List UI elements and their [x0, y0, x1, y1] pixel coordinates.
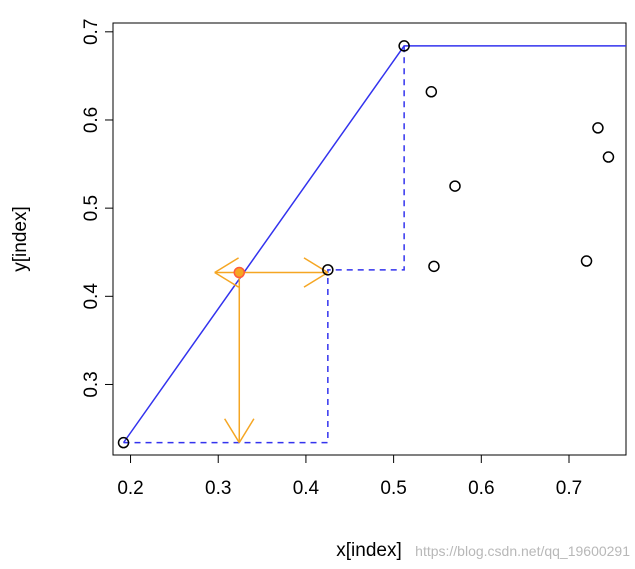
x-tick-label: 0.2	[117, 478, 143, 499]
data-point	[602, 151, 615, 163]
dashed-step-series	[123, 45, 405, 444]
x-axis-title: x[index]	[336, 540, 401, 561]
x-tick-label: 0.4	[293, 478, 320, 499]
data-point	[580, 255, 593, 267]
arrow-head	[238, 418, 255, 444]
highlight-point	[233, 266, 246, 279]
arrow-head	[303, 257, 329, 274]
watermark-text: https://blog.csdn.net/qq_19600291	[415, 543, 630, 559]
scatter-points	[117, 40, 615, 449]
solid-line	[122, 45, 626, 444]
x-tick-label: 0.5	[380, 478, 406, 499]
data-point	[449, 180, 461, 192]
y-tick-label: 0.5	[81, 195, 102, 221]
arrow	[239, 257, 329, 288]
arrow-head	[214, 271, 239, 288]
data-point	[592, 122, 604, 134]
x-tick-label: 0.6	[468, 478, 494, 499]
y-tick-label: 0.3	[81, 371, 102, 397]
y-tick-label: 0.7	[81, 19, 102, 45]
axis-ticks: 0.2 0.3 0.4 0.5 0.6 0.7 0.3 0.4 0.5 0.6 0.7	[81, 19, 582, 499]
x-tick-label: 0.7	[556, 478, 582, 499]
arrow-annotations	[214, 257, 329, 444]
plot-frame	[112, 22, 627, 456]
data-point	[322, 264, 334, 276]
y-axis-title: y[index]	[10, 206, 31, 271]
data-point	[398, 40, 410, 52]
arrow-head	[224, 418, 240, 444]
arrow-head	[303, 271, 329, 288]
arrow-head	[214, 257, 239, 274]
solid-line-series	[122, 45, 626, 444]
data-point	[428, 260, 440, 273]
data-point	[425, 86, 438, 98]
y-tick-label: 0.4	[81, 283, 102, 310]
x-tick-label: 0.3	[205, 478, 231, 499]
arrow	[224, 272, 255, 444]
dashed-step-line	[123, 45, 405, 444]
data-point	[117, 436, 130, 449]
y-tick-label: 0.6	[81, 107, 102, 133]
